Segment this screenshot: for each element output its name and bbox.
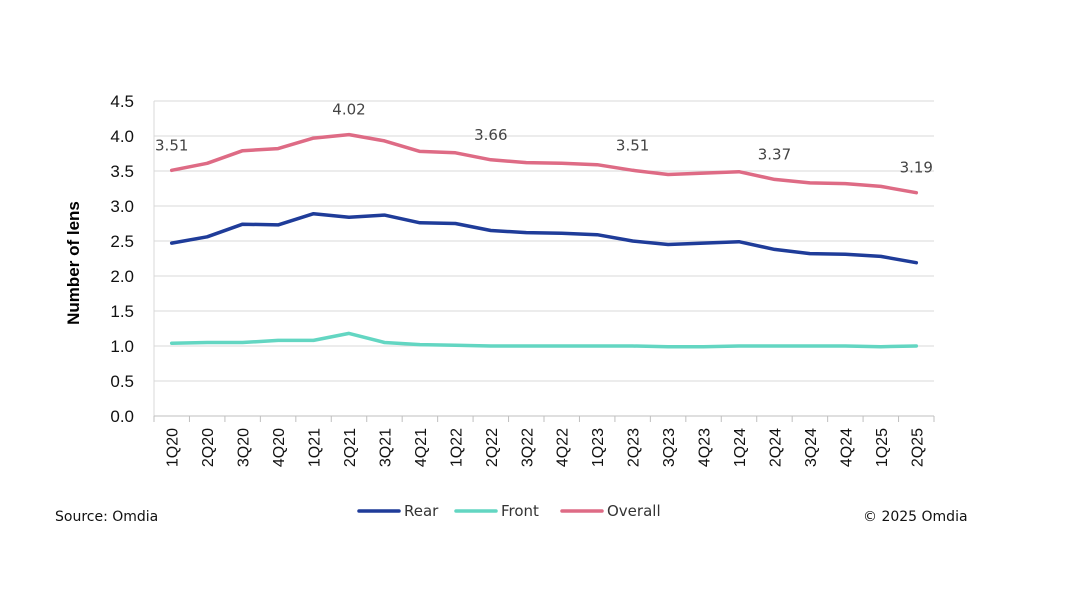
series-line-overall: [169, 132, 919, 195]
data-label: 3.51: [616, 136, 649, 154]
x-tick-label: 1Q20: [165, 428, 182, 467]
y-axis-label: Number of lens: [64, 201, 83, 325]
x-tick-label: 3Q22: [519, 428, 536, 467]
x-tick-label: 4Q21: [413, 428, 430, 467]
legend: Rear Front Overall: [357, 502, 661, 520]
x-tick-label: 1Q23: [590, 428, 607, 467]
x-tick-label: 1Q24: [732, 428, 749, 467]
y-tick-label: 4.0: [110, 127, 134, 146]
x-tick-label: 4Q22: [555, 428, 572, 467]
source-note: Source: Omdia: [55, 509, 159, 525]
x-tick-label: 3Q23: [661, 428, 678, 467]
data-labels: 3.51 4.02 3.66 3.51 3.37 3.19: [155, 101, 933, 177]
gridlines: [153, 100, 934, 416]
legend-label-rear: Rear: [404, 502, 439, 520]
x-tick-label: 4Q23: [697, 428, 714, 467]
data-label: 4.02: [332, 101, 365, 119]
y-axis-ticks: 0.0 0.5 1.0 1.5 2.0 2.5 3.0 3.5 4.0 4.5: [110, 92, 134, 426]
y-tick-label: 2.0: [110, 267, 134, 286]
y-tick-label: 1.5: [110, 302, 134, 321]
x-tick-label: 2Q22: [484, 428, 501, 467]
legend-label-front: Front: [501, 502, 539, 520]
x-tick-label: 3Q20: [236, 428, 253, 467]
x-tick-label: 3Q24: [803, 428, 820, 467]
x-tick-label: 1Q25: [874, 428, 891, 467]
x-tick-label: 1Q21: [307, 428, 324, 467]
data-label: 3.19: [900, 159, 933, 177]
series-line-front: [169, 331, 919, 349]
x-axis-ticks: 1Q20 2Q20 3Q20 4Q20 1Q21 2Q21 3Q21 4Q21 1Q22 2Q22…: [153, 416, 935, 467]
y-tick-label: 0.0: [110, 407, 134, 426]
x-tick-label: 2Q24: [767, 428, 784, 467]
y-tick-label: 3.0: [110, 197, 134, 216]
y-tick-label: 4.5: [110, 92, 134, 111]
x-tick-label: 3Q21: [377, 428, 394, 467]
y-tick-label: 2.5: [110, 232, 134, 251]
data-label: 3.51: [155, 136, 188, 154]
data-label: 3.66: [474, 126, 507, 144]
x-tick-label: 2Q23: [626, 428, 643, 467]
x-tick-label: 4Q20: [271, 428, 288, 467]
x-tick-label: 4Q24: [838, 428, 855, 467]
series-lines: [169, 132, 919, 349]
series-line-rear: [169, 211, 919, 265]
copyright-note: © 2025 Omdia: [863, 509, 968, 525]
y-tick-label: 3.5: [110, 162, 134, 181]
x-tick-label: 1Q22: [448, 428, 465, 467]
data-label: 3.37: [758, 145, 791, 163]
y-tick-label: 1.0: [110, 337, 134, 356]
y-tick-label: 0.5: [110, 372, 134, 391]
x-tick-label: 2Q20: [200, 428, 217, 467]
legend-label-overall: Overall: [607, 502, 661, 520]
x-tick-label: 2Q25: [909, 428, 926, 467]
x-tick-label: 2Q21: [342, 428, 359, 467]
